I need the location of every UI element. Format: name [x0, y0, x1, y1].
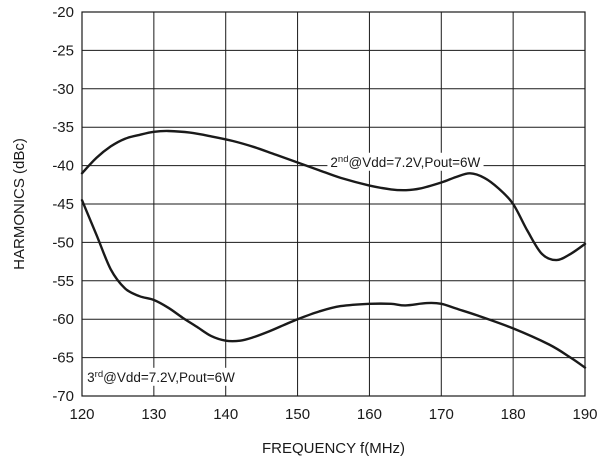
- series-line-second: [80, 129, 587, 262]
- annotation-label: 3rd@Vdd=7.2V,Pout=6W: [87, 369, 235, 385]
- y-tick-label: -45: [52, 196, 74, 213]
- annotation-background: [84, 367, 239, 386]
- y-tick-label: -65: [52, 350, 74, 367]
- tick-labels: 120 130 140 150 160 170 180 190 -20 -25 -30 -35 -40 -…: [52, 4, 597, 423]
- x-tick-label: 160: [357, 406, 382, 423]
- x-tick-label: 170: [429, 406, 454, 423]
- plot-frame: [81, 11, 586, 397]
- y-tick-label: -50: [52, 234, 74, 251]
- series-curves: [80, 129, 587, 369]
- y-tick-label: -30: [52, 81, 74, 98]
- annotation-superscript: nd: [338, 154, 349, 165]
- series-line-third: [80, 199, 587, 369]
- x-tick-label: 190: [572, 406, 597, 423]
- annotation-label: 2nd@Vdd=7.2V,Pout=6W: [330, 154, 480, 170]
- y-tick-label: -20: [52, 4, 74, 21]
- annotation-condition: @Vdd=7.2V,Pout=6W: [349, 155, 481, 170]
- y-tick-label: -70: [52, 388, 74, 405]
- y-tick-label: -25: [52, 42, 74, 59]
- annotation-background: [327, 152, 484, 171]
- x-tick-label: 150: [285, 406, 310, 423]
- y-axis-label: HARMONICS (dBc): [11, 138, 28, 270]
- x-tick-label: 130: [141, 406, 166, 423]
- annotation-condition: @Vdd=7.2V,Pout=6W: [103, 370, 235, 385]
- x-tick-label: 180: [501, 406, 526, 423]
- y-tick-label: -60: [52, 311, 74, 328]
- annotation-order: 2: [330, 155, 338, 170]
- x-tick-label: 140: [213, 406, 238, 423]
- y-tick-label: -55: [52, 273, 74, 290]
- annotation-superscript: rd: [95, 369, 103, 380]
- annotation-third: 3rd@Vdd=7.2V,Pout=6W: [84, 367, 239, 386]
- annotation-second: 2nd@Vdd=7.2V,Pout=6W: [327, 152, 484, 171]
- x-axis-label: FREQUENCY f(MHz): [262, 440, 405, 457]
- y-tick-label: -40: [52, 158, 74, 175]
- y-tick-label: -35: [52, 119, 74, 136]
- x-tick-label: 120: [69, 406, 94, 423]
- grid-lines: [82, 12, 585, 396]
- annotation-order: 3: [87, 370, 95, 385]
